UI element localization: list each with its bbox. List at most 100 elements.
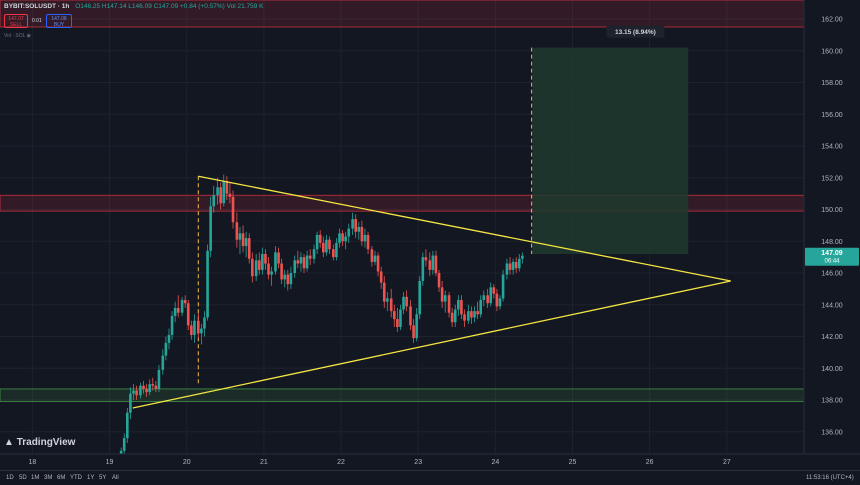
symbol-title[interactable]: BYBIT:SOLUSDT · 1h [4, 3, 70, 10]
candle-body [167, 334, 171, 343]
x-tick-label: 20 [183, 459, 191, 466]
vertical-markers [197, 47, 533, 385]
range-ytd[interactable]: YTD [70, 475, 82, 481]
y-tick-label: 150.00 [821, 207, 843, 214]
utc-clock[interactable]: 11:53:16 (UTC+4) [806, 475, 854, 481]
y-tick-label: 160.00 [821, 48, 843, 55]
candle-body [231, 196, 235, 223]
range-1m[interactable]: 1M [31, 475, 40, 481]
candle-body [495, 293, 499, 307]
candle-body [312, 249, 316, 259]
candle-body [228, 193, 232, 197]
candle-body [209, 206, 212, 251]
candle-body [473, 311, 476, 318]
triangle-lower-line [132, 280, 731, 409]
candle-body [200, 328, 203, 334]
candle-body [517, 258, 521, 269]
candle-body [360, 227, 364, 242]
candle-body [318, 234, 322, 243]
volume-indicator-label[interactable]: Vol · SOL ◉ [4, 33, 31, 39]
zone-support [0, 388, 805, 403]
x-tick-label: 23 [414, 459, 422, 466]
x-tick-label: 25 [569, 459, 577, 466]
candle-body [164, 342, 168, 356]
candle-body [415, 314, 418, 339]
candle-body [357, 227, 361, 232]
y-tick-label: 138.00 [821, 398, 843, 405]
candles [119, 174, 524, 466]
countdown-label: 06:44 [824, 259, 840, 265]
candle-body [315, 234, 319, 250]
tv-logo-icon: ▲ [4, 437, 14, 448]
candle-body [145, 388, 148, 393]
candle-body [270, 271, 273, 275]
candle-body [219, 187, 222, 204]
x-tick-label: 21 [260, 459, 268, 466]
candle-body [135, 390, 138, 396]
candle-body [222, 180, 226, 204]
measure-label-bg [606, 25, 665, 38]
candle-body [453, 309, 457, 323]
candle-body [351, 219, 354, 229]
candle-body [267, 263, 270, 275]
candle-body [344, 236, 347, 242]
volume-label: Vol · SOL [4, 33, 26, 39]
y-tick-label: 146.00 [821, 271, 843, 278]
candle-body [421, 257, 425, 281]
y-tick-label: 142.00 [821, 334, 843, 341]
candle-body [148, 384, 151, 393]
range-5y[interactable]: 5Y [99, 475, 107, 481]
candle-body [440, 287, 444, 302]
candle-body [308, 255, 312, 259]
candle-body [257, 260, 261, 270]
candle-body [280, 263, 283, 280]
range-all[interactable]: All [112, 475, 119, 481]
x-tick-label: 22 [337, 459, 345, 466]
candle-body [412, 325, 415, 339]
candle-body [366, 234, 370, 250]
candle-body [409, 306, 412, 326]
y-tick-label: 136.00 [821, 429, 843, 436]
candle-body [434, 255, 438, 274]
candle-body [173, 307, 177, 316]
buy-price: 147.08 [51, 16, 67, 22]
candle-body [132, 390, 135, 394]
range-5d[interactable]: 5D [19, 475, 27, 481]
candle-body [180, 300, 184, 313]
candle-body [126, 412, 129, 439]
x-tick-label: 27 [723, 459, 731, 466]
candle-body [508, 263, 512, 270]
candle-body [479, 300, 483, 315]
x-tick-label: 26 [646, 459, 654, 466]
candle-body [289, 273, 293, 285]
eye-icon[interactable]: ◉ [26, 33, 31, 39]
x-tick-label: 24 [491, 459, 499, 466]
candle-body [154, 385, 158, 389]
sell-button[interactable]: 147.07 SELL [4, 14, 28, 28]
candle-body [251, 258, 254, 277]
y-tick-label: 152.00 [821, 175, 843, 182]
triangle-upper-line [198, 175, 731, 282]
candle-body [482, 295, 486, 301]
candle-body [190, 325, 193, 335]
buy-button[interactable]: 147.08 BUY [46, 14, 72, 28]
range-1y[interactable]: 1Y [87, 475, 95, 481]
candle-body [373, 255, 377, 262]
range-6m[interactable]: 6M [57, 475, 66, 481]
y-tick-label: 144.00 [821, 302, 843, 309]
range-3m[interactable]: 3M [44, 475, 53, 481]
range-1d[interactable]: 1D [6, 475, 14, 481]
candle-body [225, 180, 229, 194]
candle-body [264, 253, 267, 264]
candle-body [389, 298, 393, 312]
candle-body [299, 257, 303, 264]
candle-body [196, 320, 200, 334]
tradingview-logo: ▲ TradingView [4, 437, 75, 448]
sell-price: 147.07 [8, 16, 24, 22]
sell-label: SELL [9, 22, 23, 28]
candle-body [463, 314, 466, 321]
candle-body [460, 300, 463, 315]
candle-body [328, 239, 331, 250]
candle-body [254, 260, 258, 277]
